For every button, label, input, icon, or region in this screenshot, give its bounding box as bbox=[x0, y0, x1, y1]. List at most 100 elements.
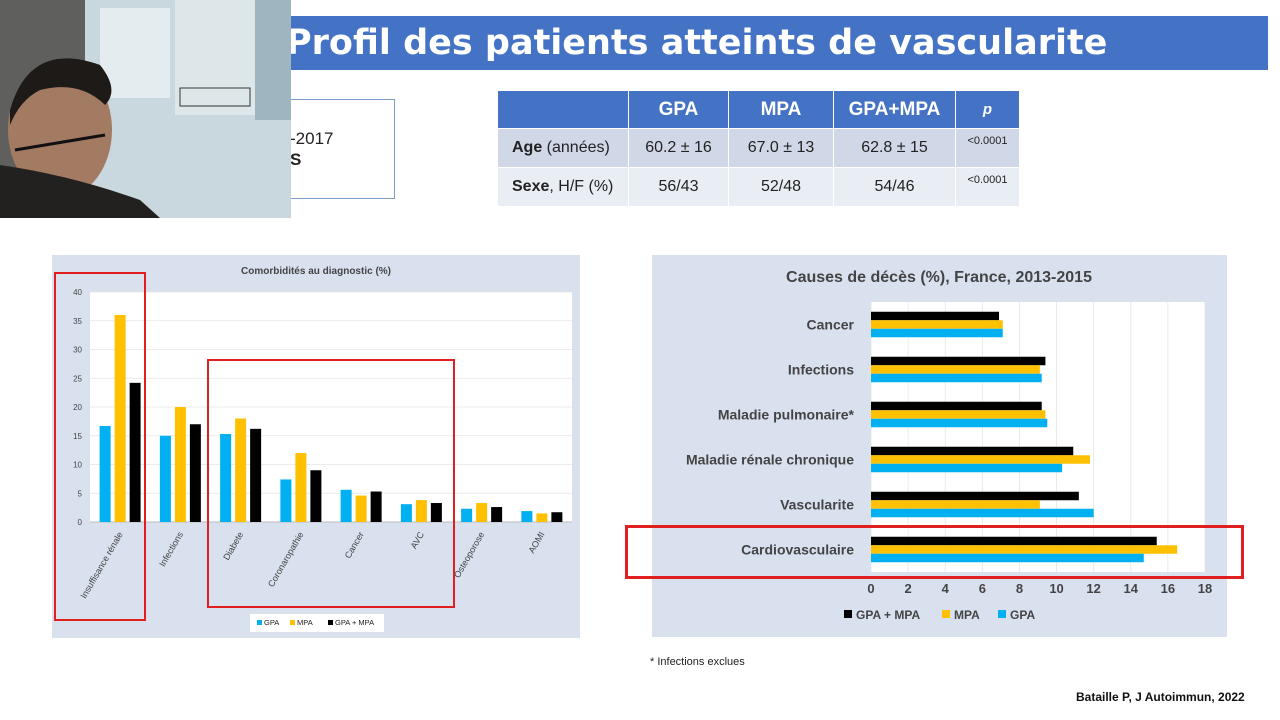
citation: Bataille P, J Autoimmun, 2022 bbox=[1076, 690, 1245, 704]
bar-mpa-coronaropathie bbox=[295, 453, 307, 522]
partially-hidden-letter: S bbox=[290, 150, 302, 169]
y-tick-label: 20 bbox=[73, 403, 82, 412]
legend-label-gpa: GPA bbox=[264, 618, 279, 627]
bar-mpa-infections bbox=[174, 407, 186, 522]
projected-highlight bbox=[179, 87, 251, 107]
y-tick-label: 40 bbox=[73, 288, 82, 297]
bar-gpa-mpa-insuffisance-r-nale bbox=[129, 382, 141, 522]
comorbidities-chart: Comorbidités au diagnostic (%) 0 5 10 15 20 25… bbox=[52, 255, 580, 638]
bar-gpa-mpa-infections bbox=[871, 356, 1046, 366]
webcam-scene bbox=[0, 0, 291, 218]
x-tick-label: 18 bbox=[1198, 581, 1212, 596]
table-header-gpa: GPA bbox=[628, 90, 729, 129]
legend-label-mpa: MPA bbox=[297, 618, 313, 627]
bar-gpa-mpa-infections bbox=[189, 424, 201, 522]
table-header-gpa-mpa: GPA+MPA bbox=[833, 90, 956, 129]
bar-mpa-cardiovasculaire bbox=[871, 545, 1178, 554]
bar-gpa-mpa-cardiovasculaire bbox=[871, 536, 1157, 546]
bar-gpa-maladie-r-nale-chronique bbox=[871, 463, 1063, 473]
x-tick-label: 4 bbox=[942, 581, 950, 596]
x-tick-label: 16 bbox=[1161, 581, 1175, 596]
bar-mpa-maladie-pulmonaire bbox=[871, 410, 1046, 419]
bar-gpa-mpa-cancer bbox=[871, 311, 1000, 321]
table-cell: 60.2 ± 16 bbox=[628, 128, 729, 168]
legend-swatch-mpa bbox=[942, 610, 950, 618]
comorbidities-chart-svg: Comorbidités au diagnostic (%) 0 5 10 15 20 25… bbox=[73, 266, 572, 632]
y-category-label: Maladie rénale chronique bbox=[686, 452, 854, 468]
bar-gpa-mpa-coronaropathie bbox=[310, 470, 322, 522]
bar-mpa-diabete bbox=[235, 418, 247, 522]
bar-mpa-infections bbox=[871, 365, 1040, 374]
table-cell: 56/43 bbox=[628, 167, 729, 207]
y-category-label: Maladie pulmonaire* bbox=[718, 407, 855, 423]
x-category-label: AOMI bbox=[526, 530, 546, 555]
projected-chart-area bbox=[100, 8, 170, 98]
bar-gpa-mpa-cancer bbox=[370, 491, 382, 522]
death-causes-chart-svg: Causes de décès (%), France, 2013-2015 0 2… bbox=[686, 269, 1212, 622]
bar-gpa-diabete bbox=[220, 434, 232, 522]
y-tick-label: 35 bbox=[73, 317, 82, 326]
row-label-bold: Age bbox=[512, 139, 543, 156]
x-category-label: Osteoporose bbox=[452, 530, 486, 580]
title-banner bbox=[250, 16, 1268, 70]
x-tick-label: 14 bbox=[1124, 581, 1139, 596]
presenter-head bbox=[8, 62, 112, 198]
bar-gpa-mpa-osteoporose bbox=[491, 507, 503, 522]
table-cell: 52/48 bbox=[728, 167, 834, 207]
footnote: * Infections exclues bbox=[650, 656, 745, 668]
table-row: Sexe, H/F (%) 56/43 52/48 54/46 <0.0001 bbox=[497, 167, 1020, 207]
y-tick-label: 25 bbox=[73, 374, 82, 383]
bar-gpa-insuffisance-r-nale bbox=[99, 425, 111, 522]
bar-gpa-cancer bbox=[340, 489, 352, 522]
bar-gpa-coronaropathie bbox=[280, 479, 292, 522]
legend-swatch-gpa bbox=[257, 620, 262, 625]
table-header-mpa: MPA bbox=[728, 90, 834, 129]
table-header-empty bbox=[497, 90, 629, 129]
table-cell: 67.0 ± 13 bbox=[728, 128, 834, 168]
y-tick-label: 15 bbox=[73, 432, 82, 441]
y-category-label: Cardiovasculaire bbox=[741, 542, 854, 558]
legend-swatch-gpa bbox=[998, 610, 1006, 618]
bar-gpa-cancer bbox=[871, 328, 1003, 338]
bar-gpa-mpa-vascularite bbox=[871, 491, 1079, 501]
bar-gpa-maladie-pulmonaire bbox=[871, 418, 1048, 428]
legend: GPA + MPA MPA GPA bbox=[844, 608, 1035, 622]
row-label-rest: , H/F (%) bbox=[549, 178, 614, 195]
y-tick-label: 10 bbox=[73, 461, 82, 470]
highlight-box-renal bbox=[54, 272, 146, 621]
y-category-label: Vascularite bbox=[780, 497, 854, 513]
legend-label-gpa-mpa: GPA + MPA bbox=[335, 618, 374, 627]
table-header-p: p bbox=[955, 90, 1020, 129]
row-label: Sexe, H/F (%) bbox=[497, 167, 629, 207]
legend-swatch-mpa bbox=[290, 620, 295, 625]
projected-legend-area bbox=[175, 0, 255, 115]
row-label-bold: Sexe bbox=[512, 178, 550, 195]
x-tick-label: 2 bbox=[904, 581, 911, 596]
y-tick-label: 30 bbox=[73, 346, 82, 355]
bar-gpa-mpa-avc bbox=[430, 503, 442, 522]
presenter-glasses bbox=[14, 133, 106, 152]
bar-gpa-mpa-maladie-pulmonaire bbox=[871, 401, 1042, 411]
patient-stats-table: GPA MPA GPA+MPA p Age (années) 60.2 ± 16… bbox=[497, 90, 1020, 207]
chart-title: Comorbidités au diagnostic (%) bbox=[241, 266, 391, 277]
bar-gpa-mpa-diabete bbox=[250, 428, 262, 522]
bar-gpa-aomi bbox=[521, 511, 533, 522]
bar-gpa-infections bbox=[871, 373, 1042, 383]
row-label: Age (années) bbox=[497, 128, 629, 168]
x-tick-label: 12 bbox=[1086, 581, 1100, 596]
bar-gpa-avc bbox=[400, 504, 412, 522]
legend-label-mpa: MPA bbox=[954, 608, 980, 622]
legend-label-gpa: GPA bbox=[1010, 608, 1035, 622]
row-label-rest: (années) bbox=[542, 139, 610, 156]
bar-gpa-vascularite bbox=[871, 508, 1094, 518]
bar-mpa-avc bbox=[415, 500, 427, 522]
x-tick-label: 0 bbox=[867, 581, 874, 596]
legend-background bbox=[250, 614, 384, 632]
bar-mpa-cancer bbox=[871, 320, 1003, 329]
highlight-box-cardiovascular-factors bbox=[207, 359, 455, 608]
y-category-label: Cancer bbox=[807, 317, 855, 333]
table-cell: 54/46 bbox=[833, 167, 956, 207]
partially-hidden-year: -2017 bbox=[290, 129, 334, 148]
bar-mpa-insuffisance-r-nale bbox=[114, 315, 126, 522]
x-category-label: Infections bbox=[157, 530, 185, 569]
